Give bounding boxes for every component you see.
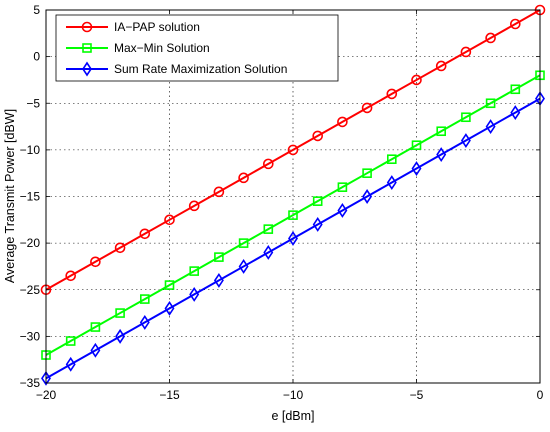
circle-marker <box>164 214 175 226</box>
square-marker <box>214 252 224 262</box>
legend-item: Sum Rate Maximization Solution <box>66 61 287 77</box>
circle-marker <box>485 32 496 44</box>
diamond-marker <box>115 328 126 344</box>
diamond-marker <box>213 272 224 288</box>
y-tick-label: −25 <box>20 283 41 297</box>
series-line <box>45 97 541 380</box>
circle-marker <box>213 186 225 198</box>
diamond-marker <box>82 61 92 77</box>
x-tick-label: −15 <box>159 388 180 402</box>
square-marker <box>115 308 125 318</box>
circle-marker <box>386 88 398 100</box>
x-tick-label: 0 <box>537 388 544 402</box>
diamond-marker <box>263 245 274 260</box>
circle-marker <box>238 172 249 184</box>
square-marker <box>263 224 274 234</box>
diamond-marker <box>436 147 447 162</box>
square-marker <box>140 294 150 304</box>
circle-marker <box>262 158 274 170</box>
diamond-marker <box>288 231 298 246</box>
circle-marker <box>90 256 101 268</box>
data-series <box>40 4 546 296</box>
diamond-marker <box>337 203 348 218</box>
legend-label: IA−PAP solution <box>114 20 200 34</box>
diamond-marker <box>386 175 397 190</box>
y-tick-label: 5 <box>33 3 40 17</box>
diamond-marker <box>485 119 496 135</box>
square-marker <box>238 238 249 248</box>
square-marker <box>436 126 447 137</box>
square-marker <box>411 140 422 151</box>
circle-marker <box>114 242 126 254</box>
circle-marker <box>188 200 200 212</box>
square-marker <box>312 196 323 206</box>
x-tick-label: −20 <box>36 388 57 402</box>
series-line <box>45 74 541 356</box>
diamond-marker <box>90 342 101 358</box>
legend-label: Sum Rate Maximization Solution <box>114 62 287 76</box>
circle-marker <box>65 270 76 282</box>
axis-ticks: −20 −15 −10 −5 0 5 0 −5 −10 −15 −20 −25 −30 −35 <box>20 3 544 402</box>
y-tick-label: 0 <box>33 50 40 64</box>
diamond-marker <box>411 161 422 176</box>
square-marker <box>164 280 175 290</box>
diamond-marker <box>65 356 76 372</box>
series-group <box>40 4 546 386</box>
y-tick-label: −10 <box>20 143 41 157</box>
square-marker <box>362 168 372 178</box>
square-marker <box>82 43 92 53</box>
x-axis-label: e [dBm] <box>271 409 314 423</box>
square-marker <box>189 266 199 276</box>
circle-marker <box>411 74 422 86</box>
y-axis-label: Average Transmit Power [dBW] <box>3 109 17 283</box>
circle-marker <box>460 46 472 58</box>
circle-marker <box>509 18 521 30</box>
y-tick-label: −20 <box>20 236 41 250</box>
square-marker <box>510 84 521 95</box>
y-tick-label: −35 <box>20 376 41 390</box>
square-marker <box>461 112 471 123</box>
circle-marker <box>435 60 447 72</box>
circle-marker <box>312 130 324 142</box>
diamond-marker <box>510 105 521 121</box>
circle-marker <box>287 144 299 156</box>
diamond-marker <box>238 258 249 274</box>
diamond-marker <box>362 189 373 204</box>
data-series <box>41 91 545 386</box>
series-line <box>45 9 541 291</box>
square-marker <box>337 182 348 192</box>
diamond-marker <box>189 286 200 302</box>
legend-item: Max−Min Solution <box>66 41 210 55</box>
y-tick-label: −30 <box>20 329 41 343</box>
data-series <box>41 70 545 360</box>
circle-marker <box>337 116 348 128</box>
circle-marker <box>81 21 93 33</box>
x-tick-label: −10 <box>283 388 304 402</box>
square-marker <box>485 98 496 109</box>
diamond-marker <box>41 370 51 386</box>
legend-item: IA−PAP solution <box>66 20 200 34</box>
diamond-marker <box>312 217 323 232</box>
square-marker <box>65 336 76 346</box>
circle-marker <box>139 228 151 240</box>
x-tick-label: −5 <box>410 388 424 402</box>
square-marker <box>386 154 397 164</box>
legend: IA−PAP solution Max−Min Solution Sum Rate … <box>55 14 339 82</box>
y-tick-label: −5 <box>26 96 40 110</box>
circle-marker <box>361 102 373 114</box>
square-marker <box>90 322 101 332</box>
diamond-marker <box>139 314 150 330</box>
legend-label: Max−Min Solution <box>114 41 210 55</box>
diamond-marker <box>164 300 175 316</box>
square-marker <box>288 210 298 220</box>
y-tick-label: −15 <box>20 190 41 204</box>
diamond-marker <box>460 133 471 148</box>
